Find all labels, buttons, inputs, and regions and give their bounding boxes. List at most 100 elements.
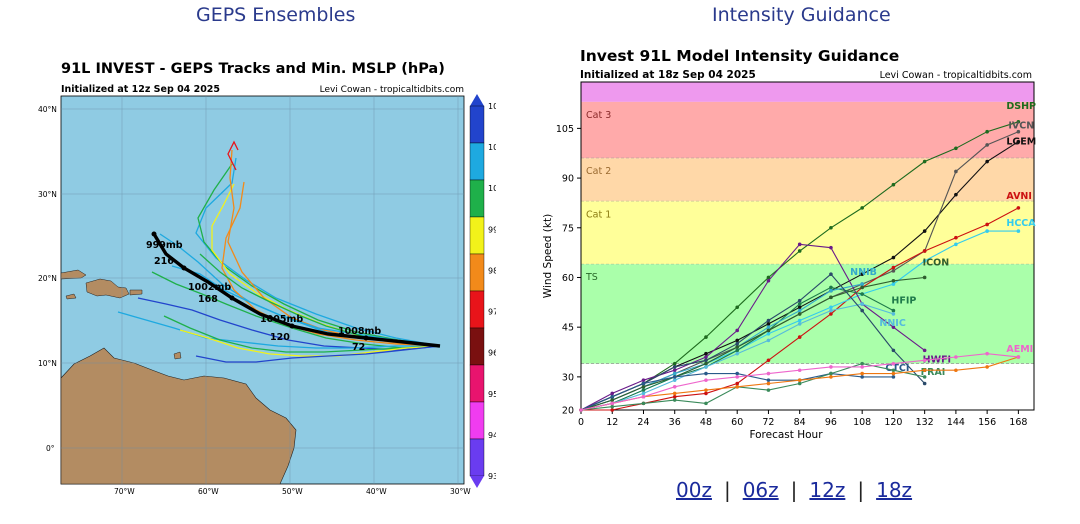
series-point bbox=[672, 385, 677, 389]
series-point bbox=[704, 365, 708, 369]
mslp-label: 1002mb bbox=[188, 282, 231, 293]
series-point bbox=[610, 391, 615, 396]
series-point bbox=[797, 242, 802, 247]
series-point bbox=[641, 394, 646, 399]
series-point bbox=[891, 282, 896, 286]
series-point bbox=[860, 206, 864, 210]
geps-map-credit: Levi Cowan - tropicaltidbits.com bbox=[320, 85, 464, 95]
series-point bbox=[641, 391, 646, 396]
series-point bbox=[829, 288, 833, 293]
series-point bbox=[735, 341, 740, 346]
map-graticule bbox=[61, 96, 464, 484]
series-point bbox=[610, 408, 615, 412]
lon-label: 40°W bbox=[366, 487, 387, 496]
x-tick-label: 132 bbox=[916, 417, 934, 428]
colorbar-tick-label: 990 bbox=[488, 225, 496, 234]
series-point bbox=[829, 225, 833, 230]
series-label-aemi: AEMI bbox=[1006, 344, 1033, 355]
forecast-hour-label: 216 bbox=[154, 256, 174, 267]
cycle-link-00z[interactable]: 00z bbox=[676, 478, 712, 502]
chart-credit: Levi Cowan - tropicaltidbits.com bbox=[880, 70, 1032, 81]
series-point bbox=[735, 338, 740, 343]
series-point bbox=[922, 375, 927, 379]
lat-label: 0° bbox=[46, 444, 55, 453]
colorbar-tick-label: 950 bbox=[488, 390, 496, 399]
cycle-link-06z[interactable]: 06z bbox=[742, 478, 779, 502]
series-point bbox=[1016, 139, 1021, 144]
series-point bbox=[704, 388, 708, 392]
series-point bbox=[829, 295, 833, 300]
mslp-label: 999mb bbox=[146, 240, 183, 251]
series-point bbox=[735, 345, 740, 349]
series-point bbox=[829, 375, 833, 379]
series-line-hwfi bbox=[580, 243, 926, 411]
y-tick-label: 105 bbox=[556, 124, 574, 135]
intensity-band bbox=[581, 201, 1034, 265]
jamaica-land bbox=[65, 293, 77, 300]
colorbar-tick-label: 940 bbox=[488, 431, 496, 440]
series-point bbox=[610, 404, 615, 409]
series-label-ivcn: IVCN bbox=[1008, 121, 1034, 132]
cat4-band bbox=[581, 82, 1034, 102]
series-point bbox=[766, 358, 771, 363]
lat-label: 40°N bbox=[38, 105, 57, 114]
intensity-band bbox=[581, 158, 1034, 202]
x-tick-label: 24 bbox=[637, 417, 649, 428]
series-point bbox=[704, 335, 708, 339]
series-point bbox=[766, 318, 771, 323]
mslp-label: 1005mb bbox=[260, 314, 303, 325]
series-point bbox=[797, 381, 802, 386]
series-point bbox=[891, 255, 896, 260]
series-point bbox=[610, 398, 615, 402]
series-point bbox=[985, 143, 989, 147]
series-point bbox=[860, 282, 864, 286]
series-point bbox=[672, 375, 677, 379]
series-point bbox=[954, 169, 958, 174]
series-point bbox=[922, 348, 927, 353]
series-point bbox=[1016, 129, 1021, 134]
x-tick-label: 0 bbox=[578, 417, 584, 428]
mslp-labels: 999mb 1002mb 1005mb 1008mb bbox=[146, 240, 381, 337]
colorbar-bottom-arrow bbox=[470, 476, 484, 488]
series-label-hfip: HFIP bbox=[891, 296, 916, 307]
geps-map-svg: 91L INVEST - GEPS Tracks and Min. MSLP (… bbox=[60, 61, 508, 496]
series-point bbox=[704, 401, 708, 406]
series-point bbox=[1016, 119, 1021, 124]
lat-label: 20°N bbox=[38, 274, 57, 283]
colorbar-tick-label: 970 bbox=[488, 308, 496, 317]
series-point bbox=[860, 302, 864, 306]
series-point bbox=[797, 302, 802, 306]
y-tick-label: 30 bbox=[562, 372, 574, 383]
cycle-link-18z[interactable]: 18z bbox=[876, 478, 913, 502]
series-point bbox=[922, 159, 927, 164]
x-tick-label: 168 bbox=[1009, 417, 1027, 428]
intensity-section-heading: Intensity Guidance bbox=[712, 4, 891, 26]
y-tick-label: 75 bbox=[562, 223, 574, 234]
colorbar-swatch bbox=[469, 142, 485, 181]
x-tick-label: 48 bbox=[700, 417, 712, 428]
series-point bbox=[891, 269, 896, 273]
series-point bbox=[922, 368, 927, 373]
cycle-link-12z[interactable]: 12z bbox=[809, 478, 846, 502]
series-point bbox=[954, 242, 958, 247]
series-point bbox=[1016, 206, 1021, 210]
series-point bbox=[891, 375, 896, 379]
series-point bbox=[891, 265, 896, 270]
series-point bbox=[797, 378, 802, 382]
series-point bbox=[829, 371, 833, 376]
x-tick-label: 60 bbox=[731, 417, 743, 428]
series-point bbox=[704, 391, 708, 396]
band-label: Cat 3 bbox=[586, 110, 611, 121]
band-label: Cat 2 bbox=[586, 166, 611, 177]
series-point bbox=[641, 381, 646, 386]
series-point bbox=[954, 192, 958, 197]
series-point bbox=[860, 365, 864, 369]
colorbar-tick-label: 1000 bbox=[488, 184, 496, 193]
cycle-links: 00z | 06z | 12z | 18z bbox=[676, 478, 912, 502]
series-point bbox=[860, 272, 864, 276]
series-point bbox=[860, 361, 864, 366]
series-point bbox=[766, 325, 771, 329]
series-point bbox=[797, 305, 802, 310]
x-tick-label: 108 bbox=[853, 417, 871, 428]
colorbar-swatch bbox=[469, 105, 485, 144]
